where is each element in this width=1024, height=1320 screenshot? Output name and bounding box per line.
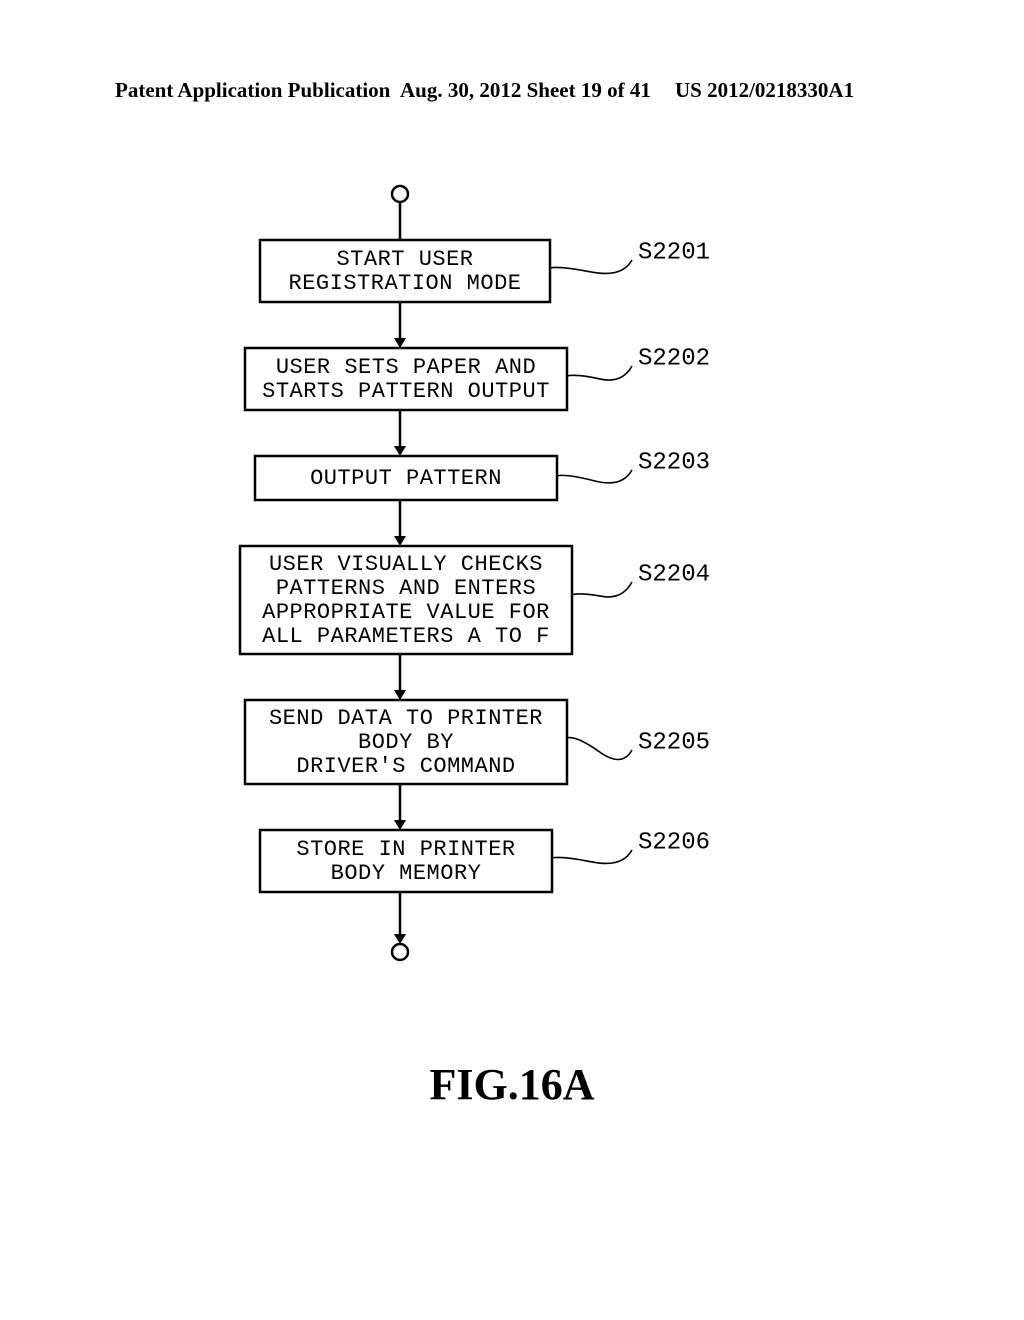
svg-text:USER SETS PAPER AND: USER SETS PAPER AND — [276, 355, 536, 380]
flowchart: START USERREGISTRATION MODE S2201 USER SET… — [0, 0, 1024, 1320]
svg-text:BODY BY: BODY BY — [358, 730, 454, 755]
svg-text:SEND DATA TO PRINTER: SEND DATA TO PRINTER — [269, 706, 543, 731]
svg-text:APPROPRIATE VALUE FOR: APPROPRIATE VALUE FOR — [262, 600, 550, 625]
svg-text:BODY MEMORY: BODY MEMORY — [331, 861, 482, 886]
svg-text:USER VISUALLY CHECKS: USER VISUALLY CHECKS — [269, 552, 543, 577]
svg-text:S2201: S2201 — [638, 239, 710, 266]
svg-text:ALL PARAMETERS A TO F: ALL PARAMETERS A TO F — [262, 624, 550, 649]
page: Patent Application Publication Aug. 30, … — [0, 0, 1024, 1320]
svg-text:S2205: S2205 — [638, 729, 710, 756]
svg-text:PATTERNS AND ENTERS: PATTERNS AND ENTERS — [276, 576, 536, 601]
svg-text:STARTS PATTERN OUTPUT: STARTS PATTERN OUTPUT — [262, 379, 550, 404]
svg-text:REGISTRATION MODE: REGISTRATION MODE — [289, 271, 522, 296]
svg-text:S2203: S2203 — [638, 449, 710, 476]
figure-label: FIG.16A — [0, 1059, 1024, 1110]
svg-text:STORE IN PRINTER: STORE IN PRINTER — [296, 837, 515, 862]
svg-text:DRIVER'S COMMAND: DRIVER'S COMMAND — [296, 754, 515, 779]
svg-text:START USER: START USER — [336, 247, 473, 272]
svg-text:S2204: S2204 — [638, 561, 710, 588]
svg-text:S2202: S2202 — [638, 345, 710, 372]
svg-text:S2206: S2206 — [638, 829, 710, 856]
svg-text:OUTPUT PATTERN: OUTPUT PATTERN — [310, 466, 502, 491]
